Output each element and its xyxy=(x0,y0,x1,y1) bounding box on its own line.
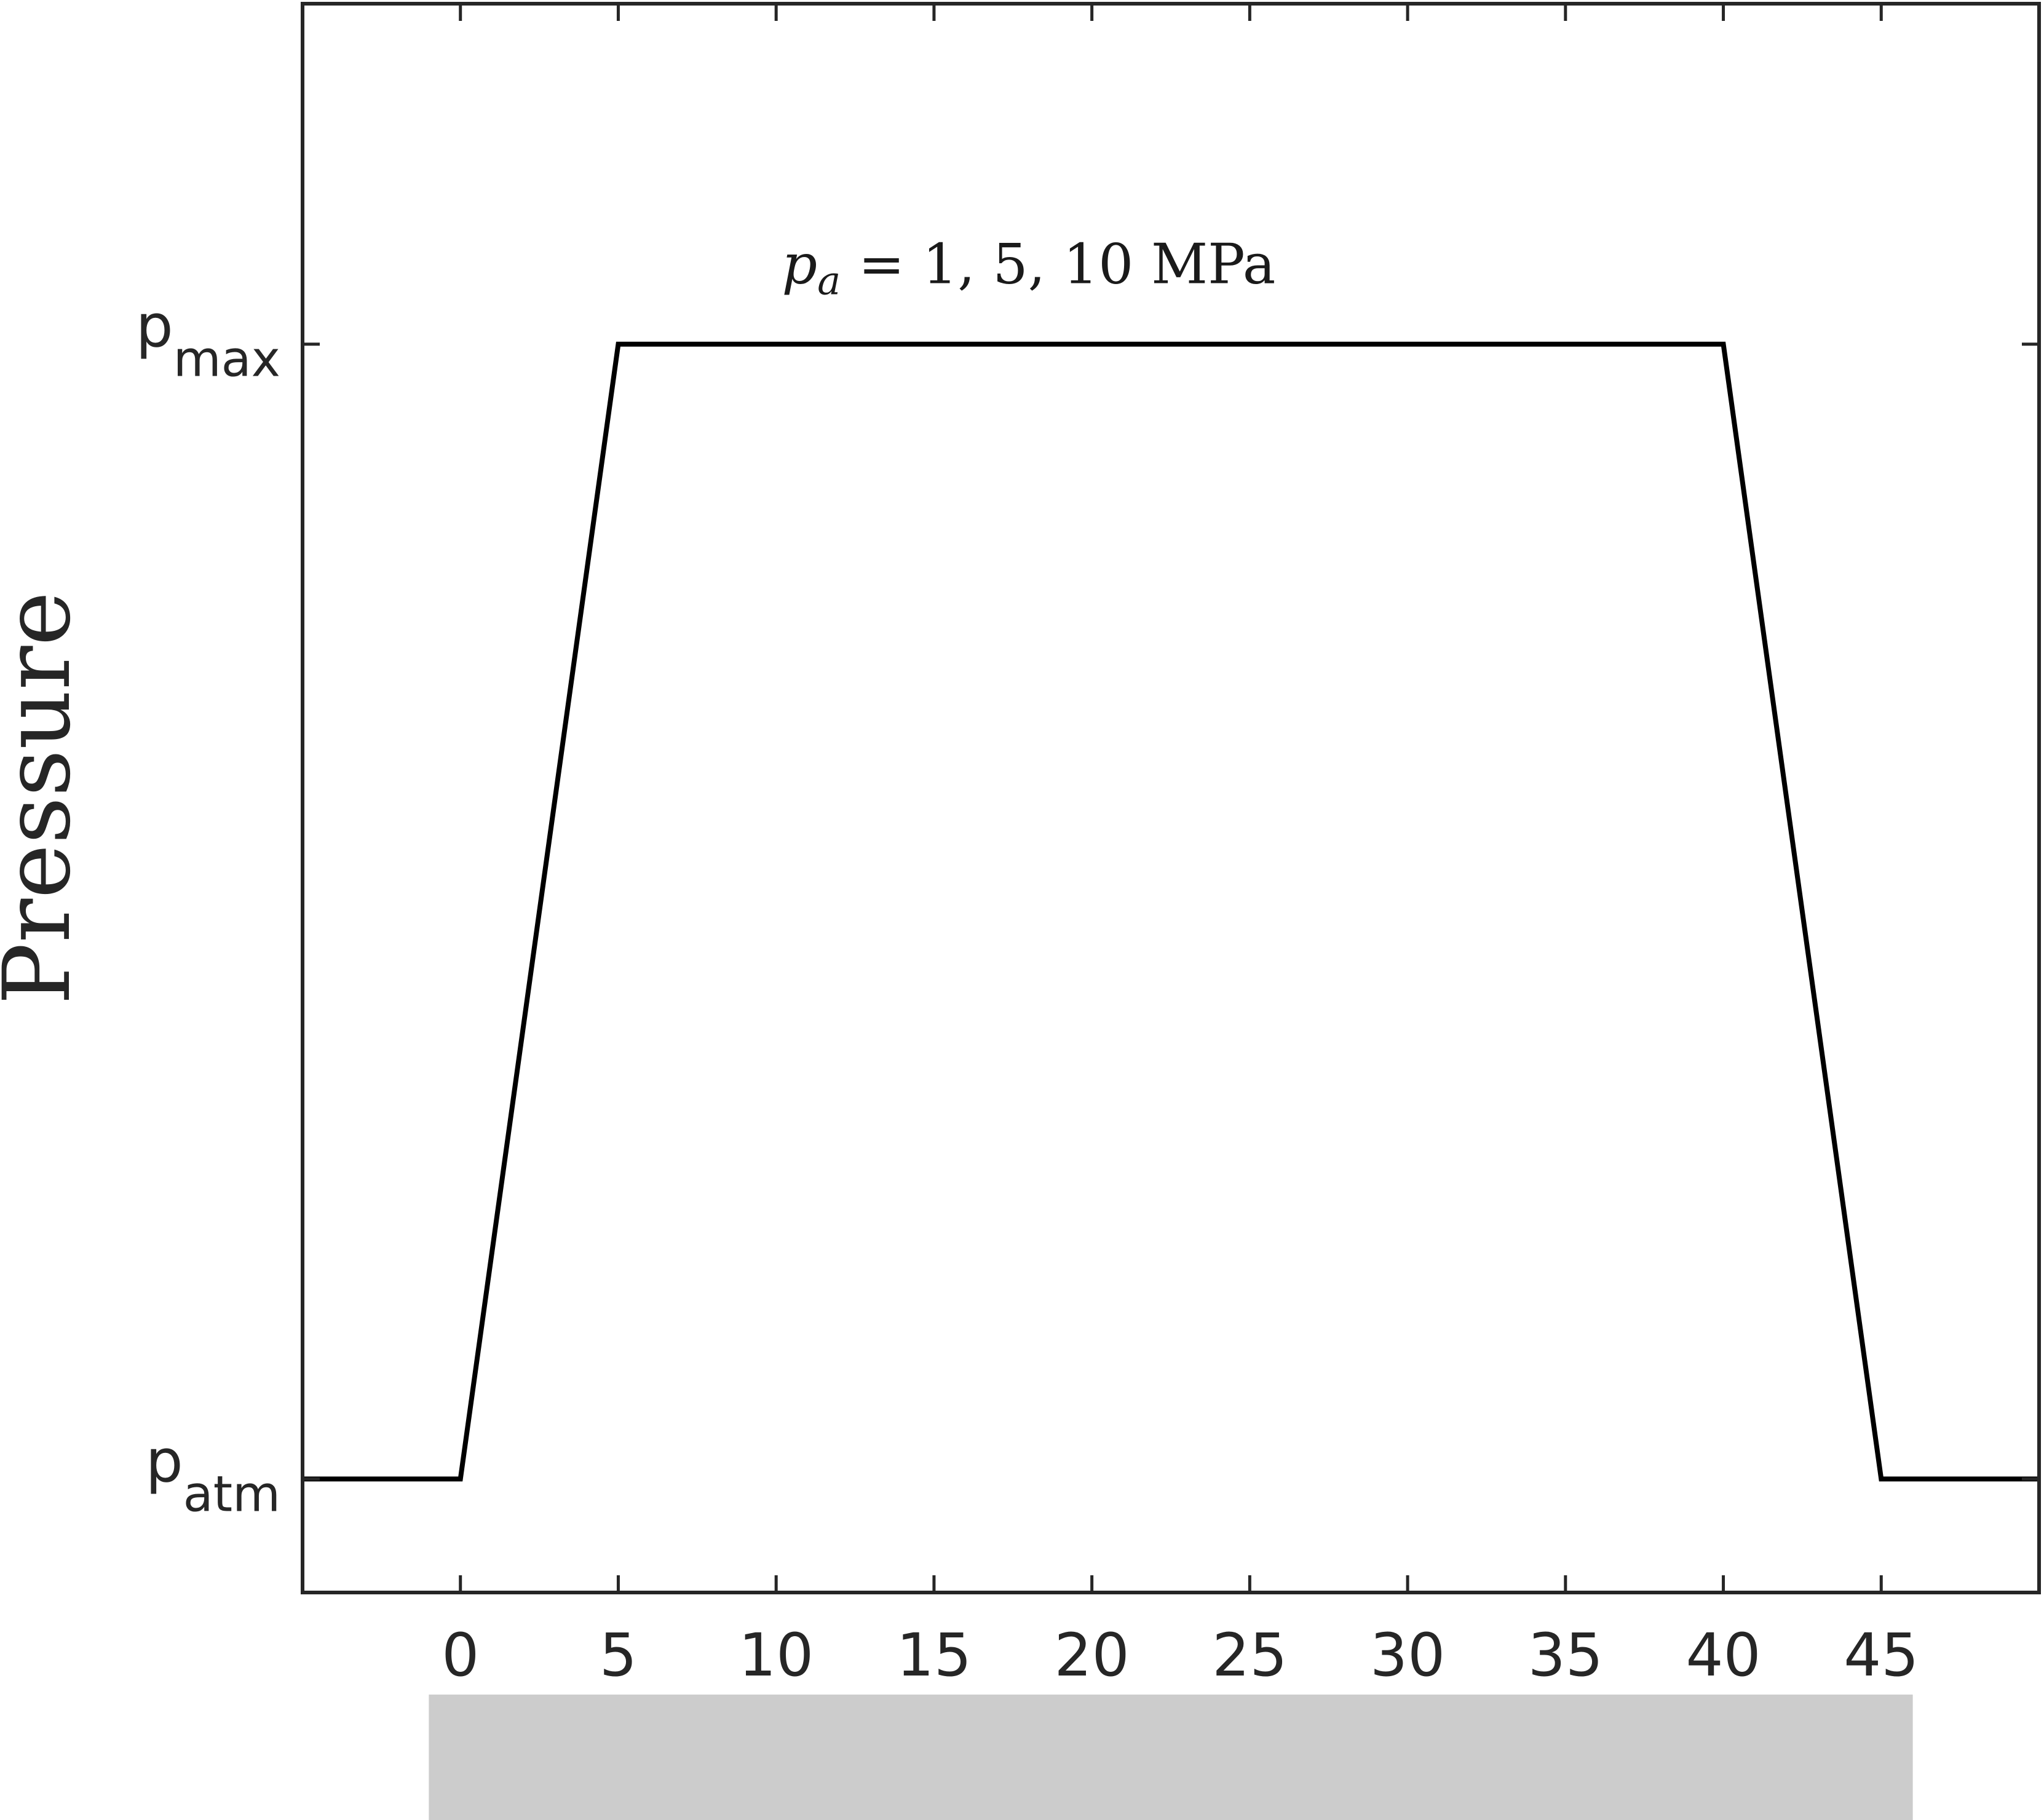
x-tick-label: 20 xyxy=(1055,1621,1130,1690)
ticks-layer xyxy=(303,4,2039,1593)
y-axis-label: Pressure xyxy=(0,592,91,1005)
x-tick-label: 40 xyxy=(1686,1621,1761,1690)
x-tick-label: 10 xyxy=(739,1621,814,1690)
series-layer xyxy=(303,341,2039,1482)
annotation-text: = 1, 5, 10 MPa xyxy=(841,232,1275,297)
x-tick-label: 5 xyxy=(600,1621,637,1690)
x-tick-label: 35 xyxy=(1528,1621,1603,1690)
y-tick-label-atm: patm xyxy=(146,1426,280,1522)
annotation-subscript: a xyxy=(817,259,841,304)
annotation-symbol: p xyxy=(782,232,818,297)
y-tick-label-max: pmax xyxy=(136,292,280,388)
shaded-band xyxy=(429,1695,1913,1820)
x-tick-label: 25 xyxy=(1212,1621,1287,1690)
x-tick-label: 45 xyxy=(1844,1621,1919,1690)
pressure-annotation: pa = 1, 5, 10 MPa xyxy=(782,232,1276,304)
labels-layer: 0 5 10 15 20 25 30 35 40 45 patm pmax xyxy=(136,292,1919,1690)
x-tick-label: 15 xyxy=(897,1621,972,1690)
x-tick-label: 0 xyxy=(442,1621,479,1690)
series-line-0 xyxy=(303,341,2039,1482)
x-tick-label: 30 xyxy=(1370,1621,1445,1690)
axes-frame xyxy=(301,2,2041,1594)
